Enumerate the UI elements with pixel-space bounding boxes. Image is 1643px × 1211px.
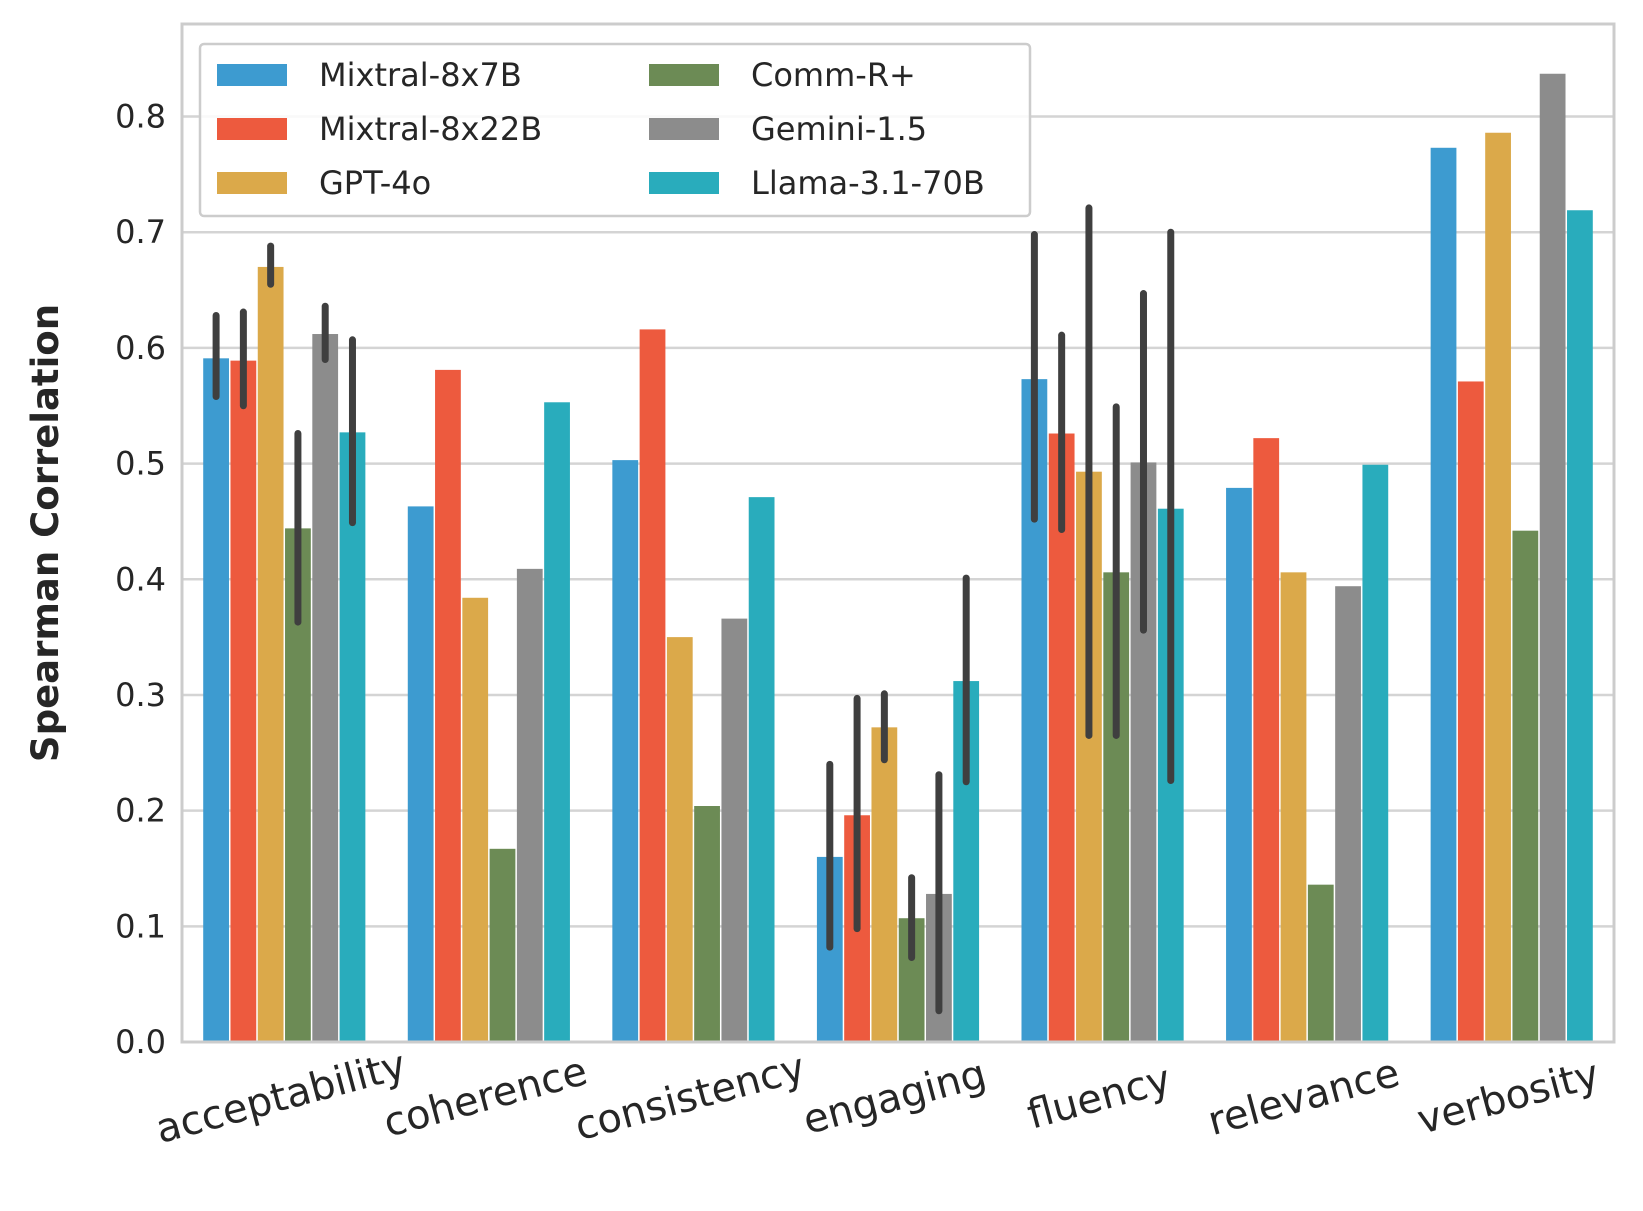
y-tick-label: 0.3: [115, 676, 166, 714]
legend-label: Gemini-1.5: [751, 110, 927, 148]
bar: [1512, 530, 1539, 1042]
x-tick-label: engaging: [798, 1051, 991, 1144]
bar: [1280, 572, 1307, 1042]
legend-label: Comm-R+: [751, 56, 916, 94]
x-tick-label: consistency: [570, 1045, 810, 1150]
bar: [1539, 73, 1566, 1043]
y-tick-label: 0.8: [115, 98, 166, 136]
bar: [666, 637, 693, 1042]
bar: [1430, 147, 1457, 1042]
bar-layer: [203, 73, 1593, 1043]
x-tick-label: coherence: [379, 1048, 592, 1146]
y-tick-label: 0.5: [115, 445, 166, 483]
y-tick-label: 0.4: [115, 560, 166, 598]
bar: [1362, 464, 1389, 1042]
grid-layer: [182, 115, 1614, 1044]
bar: [721, 618, 748, 1042]
bar: [407, 506, 434, 1042]
bar: [639, 329, 666, 1042]
bar: [312, 334, 339, 1042]
legend-swatch: [649, 118, 719, 140]
bar: [203, 358, 229, 1043]
x-tick-label: fluency: [1023, 1056, 1176, 1138]
y-tick-labels: 0.0 0.1 0.2 0.3 0.4 0.5 0.6 0.7 0.8: [115, 98, 166, 1061]
x-tick-label: verbosity: [1413, 1051, 1604, 1144]
bar: [230, 360, 257, 1042]
bar: [544, 402, 570, 1042]
error-bar-layer: [212, 204, 1175, 1015]
y-axis-label: Spearman Correlation: [24, 304, 67, 762]
y-tick-label: 0.6: [115, 329, 166, 367]
legend-label: Mixtral-8x22B: [319, 110, 542, 148]
legend-label: Llama-3.1-70B: [751, 164, 985, 202]
bar: [1307, 884, 1334, 1042]
legend-swatch: [217, 64, 287, 86]
legend: Mixtral-8x7B Mixtral-8x22B GPT-4o Comm-R+ Ge…: [198, 42, 1032, 218]
bar: [1485, 132, 1511, 1042]
plot-frame: [180, 22, 1616, 1044]
y-tick-label: 0.0: [115, 1023, 166, 1061]
bar: [516, 568, 543, 1042]
legend-swatch: [649, 64, 719, 86]
bar: [1253, 438, 1280, 1043]
y-tick-label: 0.1: [115, 907, 166, 945]
legend-items: Mixtral-8x7B Mixtral-8x22B GPT-4o Comm-R+ Ge…: [217, 56, 985, 202]
x-tick-label: acceptability: [151, 1042, 411, 1153]
bar: [1048, 433, 1075, 1042]
legend-label: Mixtral-8x7B: [319, 56, 522, 94]
bar: [1335, 586, 1361, 1042]
y-tick-label: 0.2: [115, 792, 166, 830]
bar: [1457, 381, 1484, 1043]
bar: [339, 432, 366, 1042]
y-tick-label: 0.7: [115, 213, 166, 251]
bar: [435, 369, 461, 1042]
bar: [612, 460, 639, 1042]
legend-swatch: [217, 172, 287, 194]
legend-label: GPT-4o: [319, 164, 431, 202]
bar: [748, 497, 775, 1042]
bar: [462, 597, 489, 1042]
bar: [489, 848, 516, 1042]
bar: [1567, 210, 1593, 1042]
legend-swatch: [649, 172, 719, 194]
legend-swatch: [217, 118, 287, 140]
legend-box: [198, 42, 1032, 218]
bar: [694, 806, 720, 1042]
x-tick-label: relevance: [1203, 1050, 1404, 1145]
bar: [257, 266, 284, 1042]
bar: [1226, 487, 1252, 1042]
bar: [871, 727, 898, 1042]
x-tick-labels: acceptabilitycoherenceconsistencyengagin…: [151, 1042, 1604, 1153]
